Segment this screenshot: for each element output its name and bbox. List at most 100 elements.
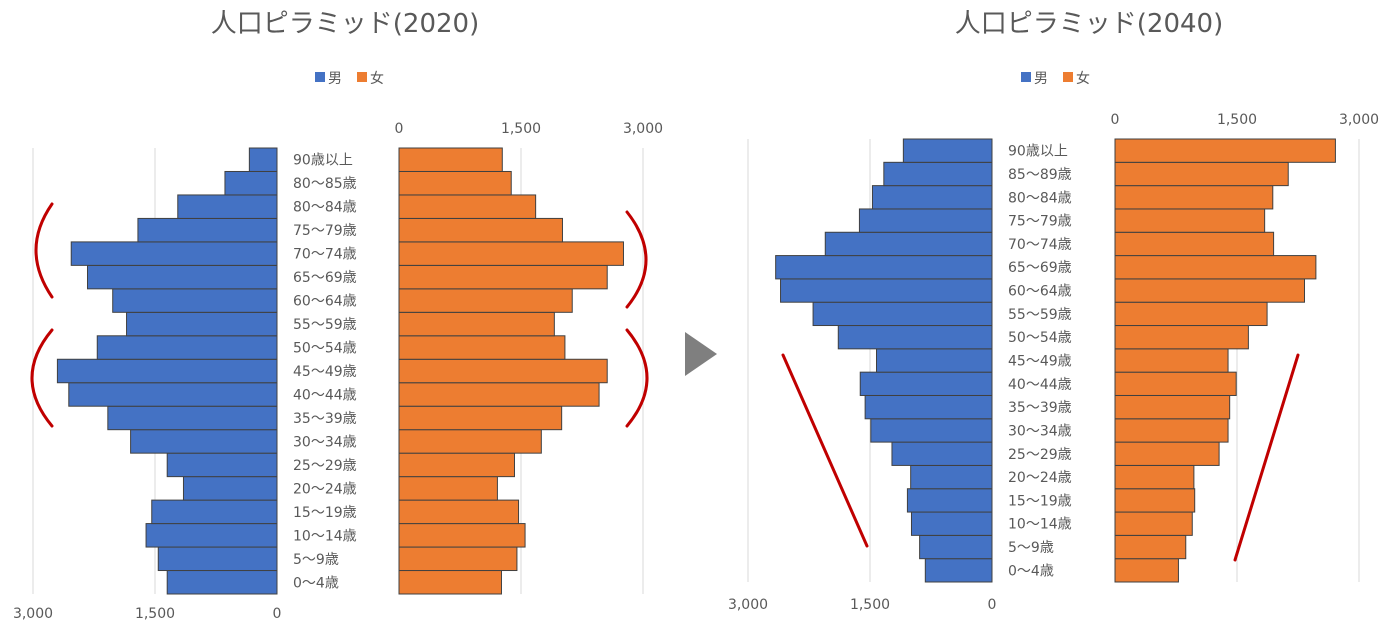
bar-male <box>145 523 278 548</box>
bar-female <box>398 405 563 431</box>
age-label: 35〜39歳 <box>293 411 357 427</box>
bar-male <box>870 418 993 443</box>
bar-male <box>812 301 993 327</box>
bar-female <box>1114 418 1229 443</box>
bar-male <box>126 311 278 337</box>
bar-male <box>166 570 278 595</box>
bar-male <box>910 511 993 536</box>
bar-male <box>151 499 278 525</box>
annotation-bracket-right-lower <box>625 328 649 428</box>
tick-male-1500: 1,500 <box>850 597 890 613</box>
bar-male <box>166 452 278 478</box>
bar-female <box>1114 394 1231 420</box>
age-label: 0〜4歳 <box>293 575 339 591</box>
age-label: 75〜79歳 <box>1008 214 1072 230</box>
bar-male <box>224 170 278 196</box>
bar-male <box>780 278 993 303</box>
annotations <box>781 353 1300 562</box>
age-label: 80〜84歳 <box>1008 190 1072 206</box>
bar-male <box>70 241 278 266</box>
annotation-bracket-right-upper <box>625 210 648 309</box>
bar-male <box>906 488 993 513</box>
bar-male <box>775 255 993 280</box>
bar-female <box>398 311 555 337</box>
age-label: 90歳以上 <box>293 153 353 169</box>
bar-male <box>248 147 278 172</box>
legend-label-female: 女 <box>1076 70 1090 87</box>
bar-female <box>1114 371 1237 396</box>
bar-male <box>68 382 278 407</box>
age-label: 75〜79歳 <box>293 223 357 239</box>
age-label: 90歳以上 <box>1008 144 1068 160</box>
tick-female-1500: 1,500 <box>501 121 541 137</box>
bar-male <box>112 288 278 313</box>
bar-female <box>398 358 608 384</box>
bar-female <box>1114 511 1193 536</box>
legend-swatch-female <box>1063 72 1073 82</box>
tick-female-1500: 1,500 <box>1217 112 1257 128</box>
age-label: 65〜69歳 <box>1008 260 1072 276</box>
bar-male <box>902 138 993 163</box>
age-label: 50〜54歳 <box>293 341 357 357</box>
bar-male <box>919 534 993 560</box>
bar-female <box>1114 558 1179 583</box>
age-label: 60〜64歳 <box>1008 284 1072 300</box>
bar-female <box>1114 534 1187 560</box>
age-label: 65〜69歳 <box>293 270 357 286</box>
bar-female <box>1114 441 1220 466</box>
bar-female <box>398 546 518 572</box>
legend-swatch-male <box>1021 72 1031 82</box>
age-label: 40〜44歳 <box>1008 377 1072 393</box>
bar-female <box>398 217 563 243</box>
age-label: 40〜44歳 <box>293 387 357 403</box>
bar-male <box>858 208 993 233</box>
age-label: 70〜74歳 <box>1008 237 1072 253</box>
bar-female <box>1114 464 1195 490</box>
bar-male <box>924 558 993 583</box>
annotation-bracket-left-upper <box>34 202 54 299</box>
bar-female <box>1114 301 1268 327</box>
bar-male <box>876 348 993 373</box>
bar-female <box>398 264 608 290</box>
bar-female <box>1114 231 1275 257</box>
bar-female <box>398 499 520 525</box>
bar-male <box>837 325 993 350</box>
age-label: 50〜54歳 <box>1008 330 1072 346</box>
age-label: 85〜89歳 <box>1008 167 1072 183</box>
age-label: 25〜29歳 <box>293 458 357 474</box>
bar-male <box>177 194 278 219</box>
bar-female <box>398 241 624 266</box>
annotation-slope-right <box>1233 353 1300 562</box>
pyramid-2020: 人口ピラミッド(2020) 男 女 0〜4歳 5〜9歳 10〜14歳 15〜19歳 20… <box>13 9 663 621</box>
bar-male <box>137 217 278 243</box>
tick-male-0: 0 <box>988 597 997 613</box>
annotation-slope-left <box>781 353 869 548</box>
tick-male-3000: 3,000 <box>728 597 768 613</box>
bar-female <box>1114 488 1196 513</box>
age-label: 20〜24歳 <box>293 481 357 497</box>
bar-male <box>86 264 278 290</box>
bar-male <box>891 441 993 466</box>
age-label: 60〜64歳 <box>293 294 357 310</box>
bar-female <box>1114 255 1317 280</box>
age-label: 0〜4歳 <box>1008 563 1054 579</box>
annotation-bracket-left-lower <box>30 328 54 428</box>
bar-female <box>398 335 566 360</box>
bar-male <box>96 335 278 360</box>
bar-female <box>1114 161 1289 187</box>
bar-female <box>398 288 573 313</box>
bar-female <box>1114 185 1274 210</box>
age-label: 45〜49歳 <box>293 364 357 380</box>
bar-male <box>130 429 278 454</box>
tick-male-0: 0 <box>273 606 282 621</box>
chart-title: 人口ピラミッド(2020) <box>211 9 479 39</box>
legend: 男 女 <box>315 70 384 87</box>
bar-female <box>398 570 502 595</box>
tick-female-3000: 3,000 <box>623 121 663 137</box>
legend: 男 女 <box>1021 70 1090 87</box>
legend-label-male: 男 <box>328 71 342 87</box>
age-label: 25〜29歳 <box>1008 447 1072 463</box>
bar-female <box>398 147 503 172</box>
age-label: 30〜34歳 <box>1008 423 1072 439</box>
